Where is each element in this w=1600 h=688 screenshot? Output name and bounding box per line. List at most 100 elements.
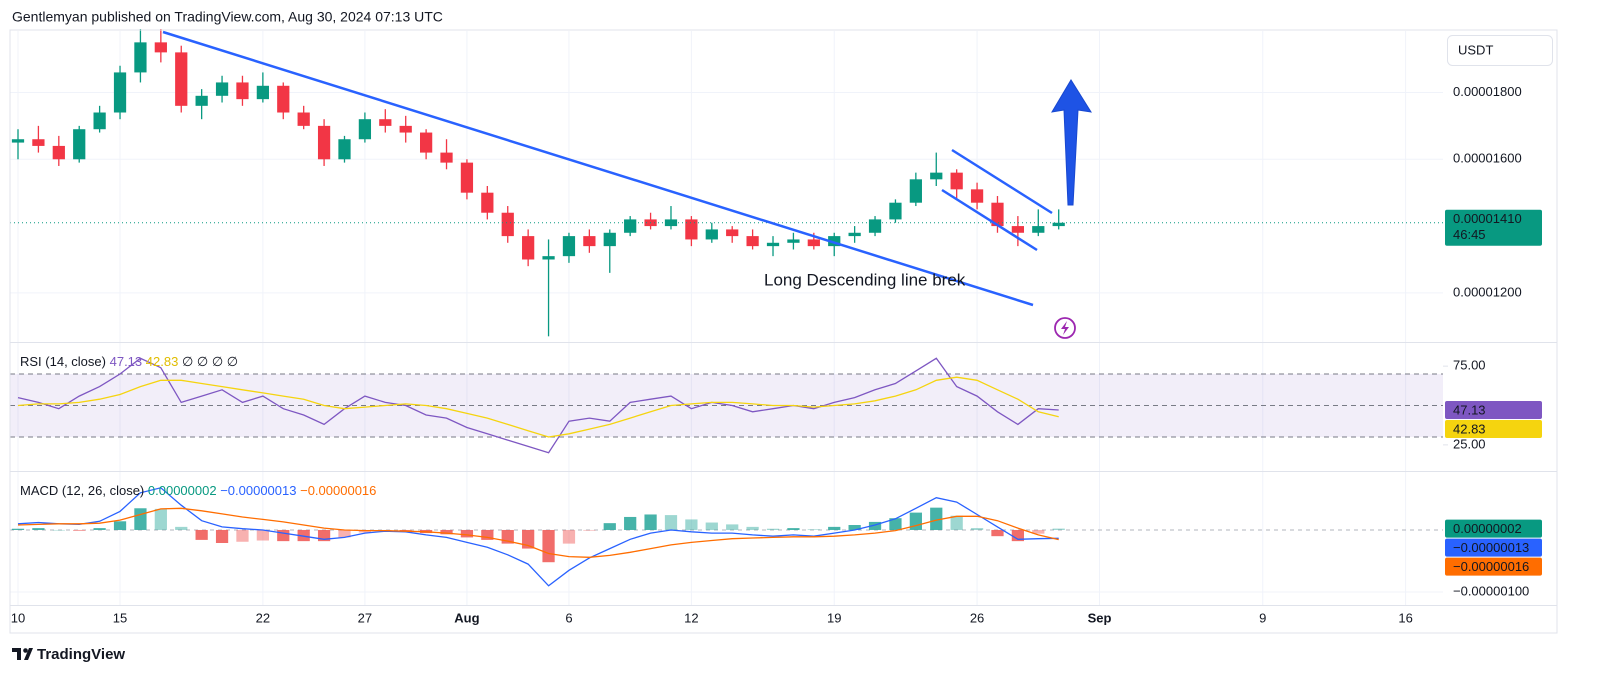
price-badge xyxy=(1445,401,1542,420)
macd-histogram-bar xyxy=(195,529,208,540)
candle-body xyxy=(562,236,576,257)
x-tick-label: Aug xyxy=(454,610,479,625)
candle-body xyxy=(215,82,229,96)
candle-body xyxy=(542,256,555,260)
y-tick-label: 75.00 xyxy=(1453,358,1486,373)
macd-histogram-bar xyxy=(930,507,943,530)
marks-layer xyxy=(10,28,1443,587)
x-tick-label: 6 xyxy=(565,610,572,625)
channel-upper xyxy=(951,148,1053,215)
macd-histogram-bar xyxy=(215,529,229,543)
y-tick-label: 0.00001800 xyxy=(1453,84,1522,99)
macd-histogram-bar xyxy=(93,528,106,530)
labels-layer: 10 15 22 27 Aug 6 12 19 26 Sep 9 16 0.00001200 0.0000… xyxy=(11,84,1542,625)
alert-bolt xyxy=(1061,321,1069,335)
macd-histogram-bar xyxy=(889,518,902,530)
macd-histogram-bar xyxy=(338,529,351,538)
candle-body xyxy=(848,232,861,237)
macd-histogram-bar xyxy=(603,523,616,530)
channel-lower xyxy=(941,188,1038,252)
candle-body xyxy=(787,239,800,243)
candle-body xyxy=(991,202,1004,227)
macd-histogram-bar xyxy=(726,524,739,530)
candle-body xyxy=(930,172,943,180)
candle-body xyxy=(32,139,45,146)
macd-histogram-bar xyxy=(11,528,25,530)
chart-frame xyxy=(9,29,1558,634)
candle-body xyxy=(277,85,290,113)
candle-body xyxy=(970,189,984,203)
macd-line xyxy=(17,487,1059,587)
x-tick-label: 27 xyxy=(358,610,372,625)
candle-body xyxy=(256,85,269,100)
trend-line xyxy=(162,30,1034,307)
x-tick-label: 10 xyxy=(11,610,25,625)
macd-histogram-bar xyxy=(991,529,1004,537)
x-tick-label: 19 xyxy=(827,610,841,625)
candle-body xyxy=(766,242,780,247)
candle-body xyxy=(746,236,759,247)
up-arrow xyxy=(1051,79,1093,206)
legend-value: −0.00000013 xyxy=(220,483,296,498)
countdown-label: 46:45 xyxy=(1453,227,1486,242)
candle-body xyxy=(419,132,433,153)
candle-body xyxy=(175,52,188,106)
macd-histogram-bar xyxy=(73,529,86,531)
candle-body xyxy=(705,229,718,240)
grid-layer xyxy=(10,31,1448,605)
candle-body xyxy=(134,42,147,73)
candle-body xyxy=(195,95,208,106)
candle-body xyxy=(583,236,596,247)
macd-histogram-bar xyxy=(746,526,759,530)
macd-histogram-bar xyxy=(705,522,718,530)
price-badge-label: 0.00000002 xyxy=(1453,521,1522,536)
candle-body xyxy=(1011,226,1025,233)
pane-legend: RSI (14, close) 47.13 42.83 ∅ ∅ ∅ ∅ xyxy=(20,354,238,369)
header: Gentlemyan published on TradingView.com,… xyxy=(12,9,443,25)
legend-value: −0.00000016 xyxy=(300,483,376,498)
candle-body xyxy=(11,139,25,143)
macd-histogram-bar xyxy=(1011,529,1025,542)
x-tick-label: 22 xyxy=(256,610,270,625)
candle-body xyxy=(440,152,453,163)
y-tick-label: −0.00000100 xyxy=(1453,583,1529,598)
macd-line xyxy=(17,507,1059,558)
last-price-badge xyxy=(1445,209,1542,246)
legend-value: 42.83 xyxy=(146,354,179,369)
legend-extra: ∅ ∅ ∅ ∅ xyxy=(182,354,238,369)
macd-histogram-bar xyxy=(583,529,596,531)
rsi-line xyxy=(17,357,1059,454)
candle-body xyxy=(1052,222,1065,227)
candle-body xyxy=(685,219,698,240)
x-tick-label: Sep xyxy=(1088,610,1112,625)
price-badge-label: 47.13 xyxy=(1453,402,1486,417)
x-tick-label: 9 xyxy=(1259,610,1266,625)
macd-histogram-bar xyxy=(277,529,290,542)
macd-histogram-bar xyxy=(909,512,922,530)
candle-body xyxy=(358,119,372,140)
macd-histogram-bar xyxy=(440,529,453,535)
y-tick-label: 25.00 xyxy=(1453,436,1486,451)
price-badge-label: 42.83 xyxy=(1453,421,1486,436)
pane-title: RSI (14, close) xyxy=(20,354,106,369)
macd-histogram-bar xyxy=(848,525,861,530)
candle-body xyxy=(338,139,351,160)
candle-body xyxy=(1032,226,1045,233)
candle-body xyxy=(52,145,65,160)
candle-body xyxy=(603,232,616,247)
macd-histogram-bar xyxy=(481,529,494,540)
candle-body xyxy=(909,179,922,203)
last-price-label: 0.00001410 xyxy=(1453,211,1522,226)
price-badge-label: −0.00000013 xyxy=(1453,540,1529,555)
candle-body xyxy=(868,219,882,233)
candle-body xyxy=(236,82,249,100)
currency-box xyxy=(1447,35,1553,66)
macd-histogram-bar xyxy=(624,516,637,530)
candle-body xyxy=(460,162,474,193)
macd-histogram-bar xyxy=(970,528,984,530)
macd-histogram-bar xyxy=(1052,528,1065,530)
price-badge xyxy=(1445,519,1542,538)
macd-histogram-bar xyxy=(317,529,331,542)
candle-body xyxy=(501,212,514,237)
